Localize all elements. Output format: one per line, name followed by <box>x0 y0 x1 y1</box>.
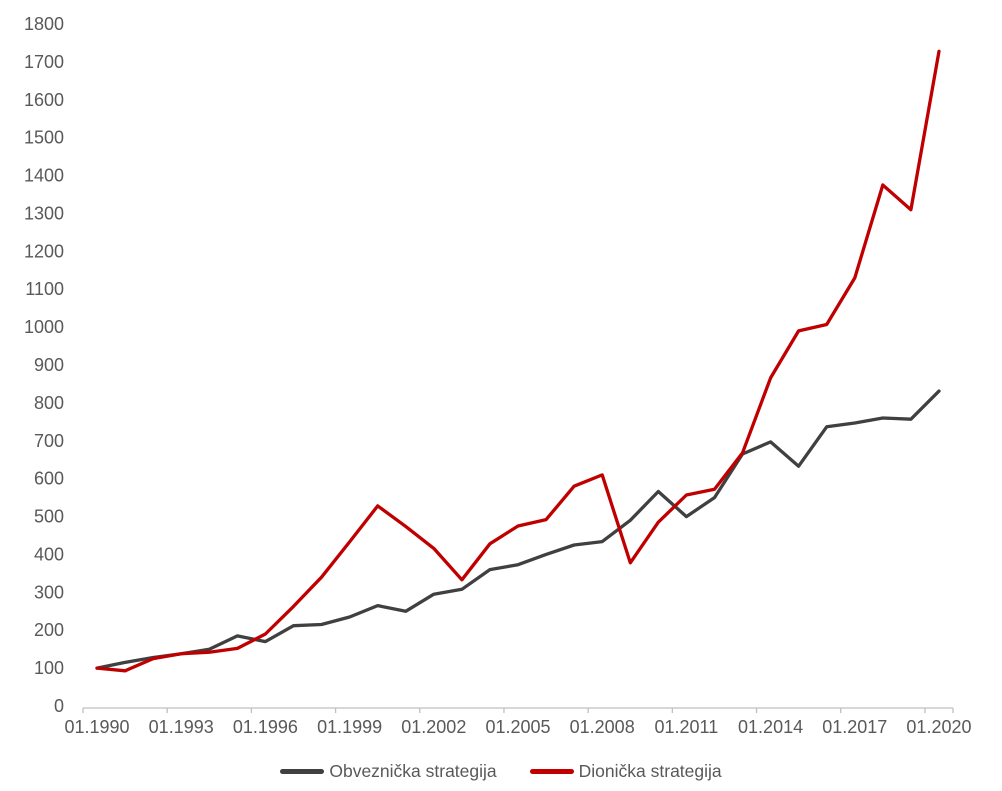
legend-label: Obveznička strategija <box>329 760 497 781</box>
legend-line-swatch <box>280 768 325 774</box>
y-axis-label: 300 <box>34 582 64 602</box>
series-line-0 <box>95 389 941 670</box>
x-axis-label: 01.1996 <box>233 717 298 737</box>
x-axis-label: 01.2008 <box>570 717 635 737</box>
y-axis-label: 1400 <box>24 166 64 186</box>
x-axis-label: 01.1993 <box>149 717 214 737</box>
y-axis-label: 1100 <box>25 279 64 299</box>
y-axis-label: 1700 <box>24 52 64 72</box>
x-axis-label: 01.2002 <box>401 717 466 737</box>
y-axis-label: 800 <box>34 393 64 413</box>
y-axis-label: 400 <box>34 544 64 564</box>
x-axis-label: 01.2020 <box>906 717 971 737</box>
x-axis-label: 01.1990 <box>64 717 129 737</box>
x-axis-label: 01.2014 <box>738 717 803 737</box>
y-axis-label: 1200 <box>24 241 64 261</box>
chart-legend: Obveznička strategija Dionička strategij… <box>0 755 1002 787</box>
y-axis-label: 0 <box>54 696 64 716</box>
legend-line-swatch <box>529 768 574 774</box>
y-axis-label: 1600 <box>24 90 64 110</box>
series-line-1 <box>95 49 941 673</box>
y-axis-label: 500 <box>34 507 64 527</box>
y-axis-label: 1300 <box>24 203 64 223</box>
legend-item-obveznicka-strategija[interactable]: Obveznička strategija <box>280 760 497 782</box>
x-axis-label: 01.2005 <box>485 717 550 737</box>
y-axis-label: 900 <box>34 355 64 375</box>
y-axis-label: 1500 <box>24 128 64 148</box>
y-axis-label: 200 <box>34 620 64 640</box>
legend-item-dionicka-strategija[interactable]: Dionička strategija <box>529 760 722 782</box>
x-axis-label: 01.2017 <box>822 717 887 737</box>
y-axis-label: 600 <box>34 469 64 489</box>
legend-label: Dionička strategija <box>578 760 722 781</box>
y-axis-label: 1000 <box>24 317 64 337</box>
y-axis-label: 700 <box>34 431 64 451</box>
x-axis-label: 01.2011 <box>655 717 719 737</box>
x-axis-label: 01.1999 <box>317 717 382 737</box>
y-axis-label: 1800 <box>24 14 64 34</box>
y-axis-label: 100 <box>34 658 64 678</box>
